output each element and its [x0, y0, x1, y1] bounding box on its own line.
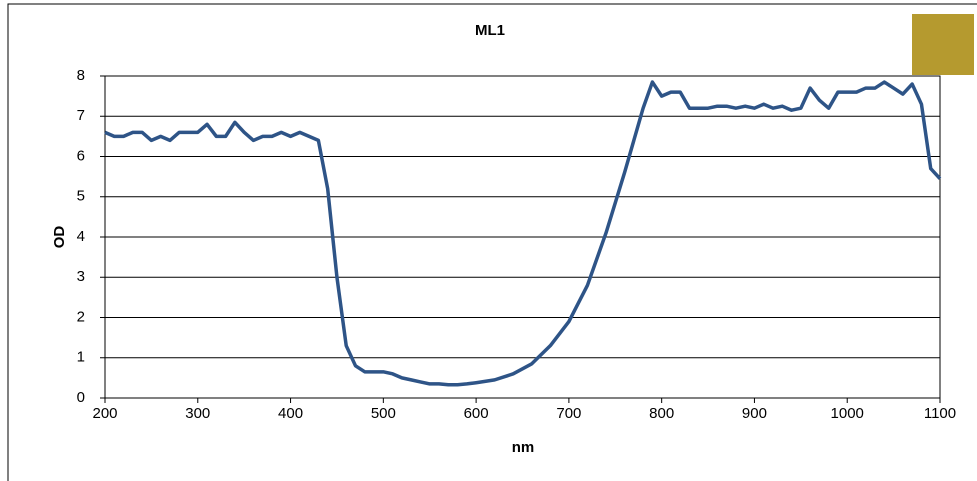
x-axis-label: nm	[512, 439, 535, 456]
y-tick-label: 1	[77, 349, 85, 366]
y-tick-label: 2	[77, 308, 85, 325]
y-tick-label: 0	[77, 389, 85, 406]
x-tick-label: 400	[278, 405, 303, 422]
y-axis-label: OD	[51, 226, 68, 249]
y-tick-label: 3	[77, 268, 85, 285]
x-tick-label: 700	[556, 405, 581, 422]
x-tick-label: 900	[742, 405, 767, 422]
swatch	[912, 14, 974, 75]
x-tick-label: 200	[92, 405, 117, 422]
frame	[7, 3, 977, 481]
y-tick-label: 4	[77, 228, 85, 245]
x-tick-label: 600	[464, 405, 489, 422]
x-tick-label: 1100	[924, 405, 956, 422]
x-tick-label: 1000	[831, 405, 864, 422]
x-tick-label: 800	[649, 405, 674, 422]
y-tick-label: 6	[77, 147, 85, 164]
data-line	[104, 80, 942, 387]
x-tick-label: 300	[185, 405, 210, 422]
chart-title: ML1	[475, 22, 505, 39]
y-tick-label: 8	[77, 67, 85, 84]
x-tick-label: 500	[371, 405, 396, 422]
y-tick-label: 7	[77, 107, 85, 124]
y-tick-label: 5	[77, 188, 85, 205]
